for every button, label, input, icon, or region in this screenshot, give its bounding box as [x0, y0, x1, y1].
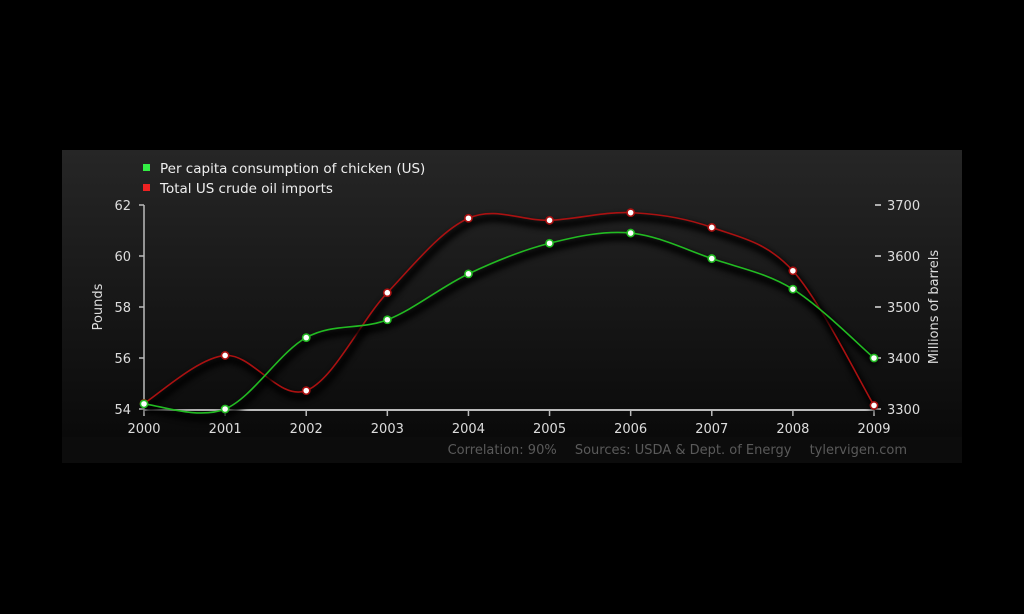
right-axis-title: Millions of barrels: [927, 250, 942, 364]
data-point: [301, 333, 311, 342]
legend: Per capita consumption of chicken (US) To…: [143, 161, 425, 197]
x-tick-label: 2000: [127, 422, 160, 437]
data-point: [464, 213, 473, 223]
data-point: [869, 401, 879, 410]
data-point: [626, 228, 636, 238]
data-point: [707, 223, 717, 232]
data-point: [382, 288, 392, 298]
correlation-label: Correlation: 90%: [447, 443, 557, 458]
series-shadow: [145, 233, 879, 422]
data-point: [220, 404, 230, 414]
left-tick-label: 56: [114, 352, 131, 367]
series-shadow: [144, 214, 879, 413]
chart-footer: [62, 437, 962, 463]
right-tick-label: 3400: [887, 352, 920, 367]
x-tick-label: 2003: [371, 422, 404, 437]
sources-label: Sources: USDA & Dept. of Energy: [574, 443, 792, 458]
x-tick-label: 2005: [533, 422, 566, 437]
data-point: [707, 254, 717, 263]
data-point: [788, 266, 798, 276]
left-axis-title: Pounds: [91, 283, 106, 330]
data-point: [301, 386, 311, 396]
right-tick-label: 3600: [887, 250, 920, 265]
x-tick-label: 2001: [209, 422, 242, 437]
data-point: [869, 353, 879, 363]
legend-swatch: [143, 164, 150, 171]
legend-label: Total US crude oil imports: [159, 181, 333, 197]
data-point: [788, 284, 798, 294]
series-line: [143, 231, 875, 414]
right-tick-label: 3300: [887, 403, 920, 418]
series-0: [139, 228, 879, 422]
legend-label: Per capita consumption of chicken (US): [160, 161, 425, 177]
left-tick-label: 60: [114, 250, 131, 265]
data-point: [139, 399, 149, 409]
series-layer: [139, 208, 879, 422]
left-tick-label: 62: [114, 199, 131, 214]
right-tick-label: 3500: [887, 301, 920, 316]
x-tick-label: 2002: [290, 422, 323, 437]
data-point: [545, 238, 554, 248]
x-tick-label: 2006: [614, 422, 647, 437]
data-point: [382, 315, 392, 325]
data-point: [626, 208, 636, 218]
x-tick-label: 2009: [857, 422, 890, 437]
right-tick-label: 3700: [887, 199, 920, 214]
x-tick-label: 2007: [695, 422, 728, 437]
legend-swatch: [143, 184, 150, 191]
x-tick-label: 2004: [452, 422, 485, 437]
data-point: [545, 215, 554, 225]
x-tick-label: 2008: [776, 422, 809, 437]
left-tick-label: 58: [114, 301, 131, 316]
left-tick-label: 54: [114, 403, 131, 418]
axes: 54 56 58 60 62 Pounds 3300 3400 3500 3600 3700 Mill…: [91, 199, 942, 437]
data-point: [464, 269, 473, 279]
footer-text: Correlation: 90% Sources: USDA & Dept. o…: [434, 443, 907, 458]
data-point: [220, 351, 230, 360]
site-link[interactable]: tylervigen.com: [809, 443, 907, 458]
